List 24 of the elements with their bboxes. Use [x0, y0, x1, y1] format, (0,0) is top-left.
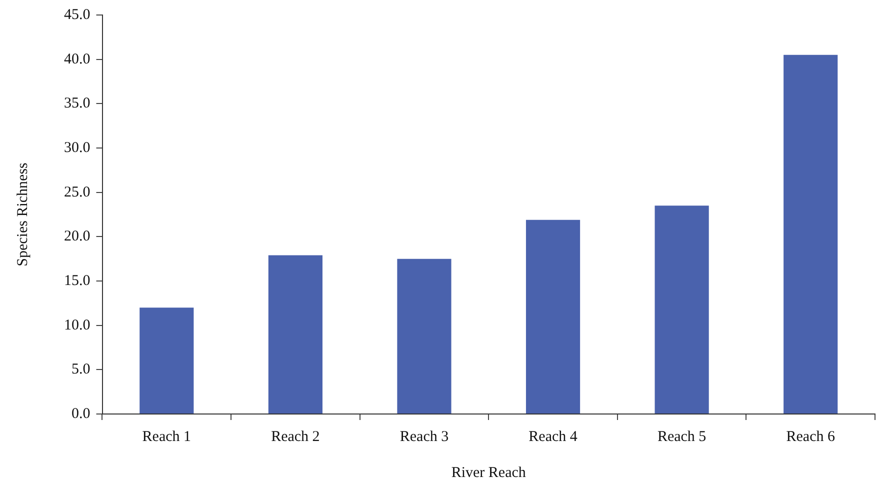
x-tick-label: Reach 5 — [657, 428, 706, 445]
bar — [140, 308, 194, 414]
y-tick-label: 40.0 — [64, 51, 90, 68]
x-tick-label: Reach 2 — [271, 428, 320, 445]
bar — [654, 206, 709, 414]
y-axis-title: Species Richness — [14, 162, 31, 266]
x-tick-label: Reach 3 — [400, 428, 449, 445]
y-tick-label: 35.0 — [64, 96, 90, 112]
bar — [268, 255, 322, 414]
bar — [526, 220, 580, 414]
x-tick-label: Reach 4 — [528, 428, 578, 445]
x-tick-label: Reach 1 — [142, 428, 192, 445]
bar — [397, 258, 452, 414]
bar — [784, 54, 838, 414]
y-tick-label: 5.0 — [72, 362, 90, 378]
y-tick-label: 15.0 — [64, 272, 90, 289]
y-tick-label: 0.0 — [72, 406, 90, 422]
y-tick-label: 10.0 — [64, 317, 90, 334]
y-tick-label: 30.0 — [64, 140, 90, 156]
x-axis-title: River Reach — [451, 464, 526, 481]
y-tick-label: 20.0 — [64, 228, 90, 245]
x-tick-label: Reach 6 — [786, 428, 836, 445]
y-tick-label: 25.0 — [64, 184, 90, 200]
y-tick-label: 45.0 — [64, 6, 90, 23]
